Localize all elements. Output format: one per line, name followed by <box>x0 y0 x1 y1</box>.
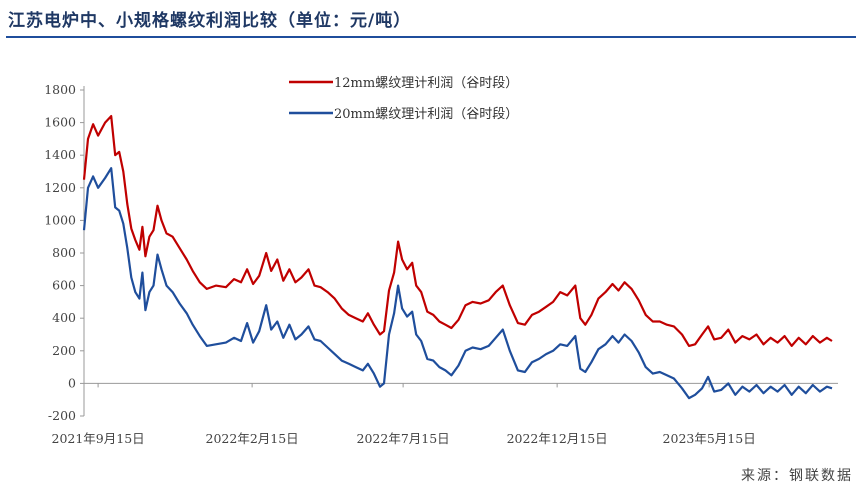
legend-label-2: 20mm螺纹理计利润（谷时段） <box>334 107 518 122</box>
x-tick-label: 2021年9月15日 <box>52 431 145 446</box>
x-tick-label: 2022年7月15日 <box>357 431 450 446</box>
y-tick-label: 1400 <box>44 147 76 162</box>
x-tick-label: 2023年5月15日 <box>663 431 756 446</box>
series-line-1 <box>82 115 833 347</box>
y-tick-label: 200 <box>52 343 76 358</box>
legend-label-1: 12mm螺纹理计利润（谷时段） <box>334 76 518 91</box>
title-divider <box>6 36 856 38</box>
y-tick-label: 1000 <box>44 212 76 227</box>
axes: -200 0 200 400 600 800 1000 1200 1400 1600 1800 202… <box>44 82 838 446</box>
x-tick-label: 2022年12月15日 <box>507 431 608 446</box>
y-tick-label: 1800 <box>44 82 76 97</box>
y-tick-label: 0 <box>68 375 76 390</box>
y-tick-label: 1600 <box>44 115 76 130</box>
source-note: 来源：钢联数据 <box>741 468 853 484</box>
y-tick-label: 400 <box>52 310 76 325</box>
legend: 12mm螺纹理计利润（谷时段） 20mm螺纹理计利润（谷时段） <box>289 76 518 122</box>
series-line-2 <box>82 167 833 400</box>
y-tick-label: 600 <box>52 278 76 293</box>
y-tick-label: 800 <box>52 245 76 260</box>
chart-title: 江苏电炉中、小规格螺纹利润比较（单位：元/吨） <box>8 11 412 31</box>
series-layer <box>82 115 833 400</box>
x-tick-label: 2022年2月15日 <box>206 431 299 446</box>
y-tick-label: -200 <box>48 408 76 423</box>
y-tick-label: 1200 <box>44 180 76 195</box>
